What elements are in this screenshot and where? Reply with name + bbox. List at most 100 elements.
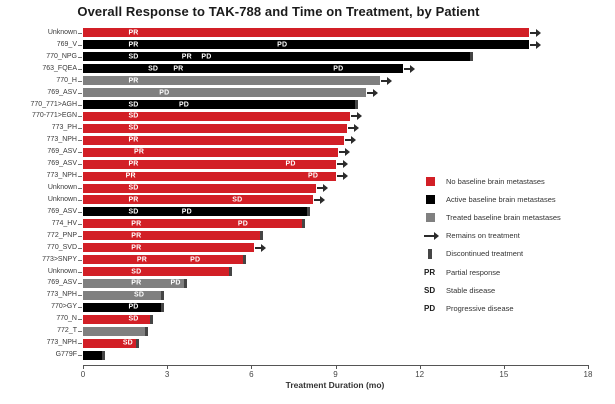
x-axis-title: Treatment Duration (mo) bbox=[285, 380, 385, 390]
legend-item: No baseline brain metastases bbox=[424, 172, 609, 190]
treatment-bar bbox=[83, 88, 367, 98]
remains-on-treatment-arrow-icon bbox=[347, 127, 354, 130]
patient-label: 770_NPG bbox=[46, 52, 77, 60]
legend-item: Treated baseline brain metastases bbox=[424, 208, 609, 226]
response-label: PR bbox=[128, 136, 139, 144]
patient-label: Unknown bbox=[47, 28, 77, 36]
treatment-bar bbox=[83, 195, 314, 205]
response-label: SD bbox=[128, 124, 139, 132]
y-axis-tick bbox=[78, 92, 82, 94]
legend-swatch-icon bbox=[424, 212, 442, 222]
y-axis-tick bbox=[78, 80, 82, 82]
treatment-bar bbox=[83, 183, 316, 193]
x-axis-tick bbox=[503, 365, 505, 369]
treatment-bar bbox=[83, 64, 403, 74]
discontinued-treatment-marker bbox=[242, 255, 246, 265]
treatment-bar bbox=[83, 111, 350, 121]
legend-swatch-icon bbox=[424, 176, 442, 186]
legend-item: PD Progressive disease bbox=[424, 299, 609, 317]
y-axis-tick bbox=[78, 283, 82, 285]
y-axis-tick bbox=[78, 235, 82, 237]
legend-item-label: Partial response bbox=[446, 267, 501, 277]
response-label: SD bbox=[134, 291, 145, 299]
x-axis-tick-label: 12 bbox=[415, 370, 425, 379]
y-axis-tick bbox=[78, 343, 82, 345]
response-code-label: SD bbox=[424, 285, 436, 295]
treatment-bar bbox=[83, 255, 246, 265]
remains-on-treatment-arrow-icon bbox=[409, 64, 415, 73]
legend-item-label: Stable disease bbox=[446, 285, 496, 295]
remains-on-treatment-arrow-icon bbox=[353, 124, 359, 133]
patient-label: 770_SVD bbox=[47, 243, 77, 251]
response-label: PR bbox=[128, 41, 139, 49]
patient-label: 770>GY bbox=[51, 303, 77, 311]
response-label: PR bbox=[128, 160, 139, 168]
response-label: PR bbox=[134, 148, 145, 156]
remains-on-treatment-arrow-icon bbox=[314, 198, 321, 201]
response-label: PR bbox=[128, 29, 139, 37]
y-axis-tick bbox=[78, 104, 82, 106]
legend-arrow-icon bbox=[424, 231, 442, 240]
discontinued-treatment-marker bbox=[161, 290, 165, 300]
discontinued-treatment-marker bbox=[301, 219, 305, 229]
treatment-bar bbox=[83, 76, 381, 86]
y-axis-tick bbox=[78, 319, 82, 321]
patient-label: 773_NPH bbox=[46, 291, 77, 299]
response-label: SD bbox=[128, 184, 139, 192]
patient-label: 769_ASV bbox=[47, 160, 77, 168]
treatment-bar bbox=[83, 326, 148, 336]
response-label: SD bbox=[122, 339, 133, 347]
treatment-bar bbox=[83, 159, 336, 169]
remains-on-treatment-arrow-icon bbox=[403, 67, 410, 70]
legend-item-label: Progressive disease bbox=[446, 303, 514, 313]
y-axis-tick bbox=[78, 271, 82, 273]
response-label: PD bbox=[333, 65, 344, 73]
x-axis-tick-label: 0 bbox=[80, 370, 86, 379]
y-axis-tick bbox=[78, 128, 82, 130]
treatment-bar bbox=[83, 302, 165, 312]
y-axis-tick bbox=[78, 164, 82, 166]
response-label: SD bbox=[128, 112, 139, 120]
swatch-icon bbox=[426, 176, 435, 186]
remains-on-treatment-arrow-icon bbox=[339, 151, 346, 154]
response-label: PD bbox=[128, 303, 139, 311]
discontinued-treatment-marker bbox=[144, 326, 148, 336]
response-label: SD bbox=[128, 315, 139, 323]
patient-label: 770-771>EGN bbox=[32, 112, 77, 120]
response-label: PD bbox=[285, 160, 296, 168]
y-axis-tick bbox=[78, 140, 82, 142]
legend-item: Remains on treatment bbox=[424, 227, 609, 245]
arrow-icon bbox=[424, 231, 439, 240]
treatment-bar bbox=[83, 28, 530, 38]
patient-label: 773_NPH bbox=[46, 339, 77, 347]
patient-label: 769_ASV bbox=[47, 207, 77, 215]
remains-on-treatment-arrow-icon bbox=[536, 40, 542, 49]
y-axis-tick bbox=[78, 116, 82, 118]
discontinued-treatment-marker bbox=[259, 231, 263, 241]
response-label: PR bbox=[136, 256, 147, 264]
treatment-bar bbox=[83, 40, 530, 50]
remains-on-treatment-arrow-icon bbox=[530, 43, 537, 46]
patient-label: 773_NPH bbox=[46, 172, 77, 180]
legend-item: Active baseline brain metastases bbox=[424, 190, 609, 208]
discontinued-treatment-marker bbox=[136, 338, 140, 348]
response-label: PR bbox=[125, 172, 136, 180]
patient-label: 770_H bbox=[56, 76, 77, 84]
treatment-bar bbox=[83, 135, 344, 145]
x-axis-tick-label: 9 bbox=[333, 370, 338, 379]
swatch-icon bbox=[426, 212, 435, 222]
treatment-bar bbox=[83, 278, 187, 288]
remains-on-treatment-arrow-icon bbox=[255, 246, 262, 249]
patient-label: 774_HV bbox=[51, 219, 77, 227]
x-axis-tick bbox=[335, 365, 337, 369]
remains-on-treatment-arrow-icon bbox=[530, 31, 537, 34]
y-axis-tick bbox=[78, 188, 82, 190]
treatment-bar bbox=[83, 52, 473, 62]
y-axis-tick bbox=[78, 68, 82, 70]
discontinued-treatment-marker bbox=[354, 100, 358, 110]
y-axis-tick bbox=[78, 307, 82, 309]
legend-swatch-icon bbox=[424, 194, 442, 204]
treatment-bar bbox=[83, 100, 358, 110]
patient-label: 763_FQEA bbox=[42, 64, 77, 72]
y-axis-tick bbox=[78, 295, 82, 297]
